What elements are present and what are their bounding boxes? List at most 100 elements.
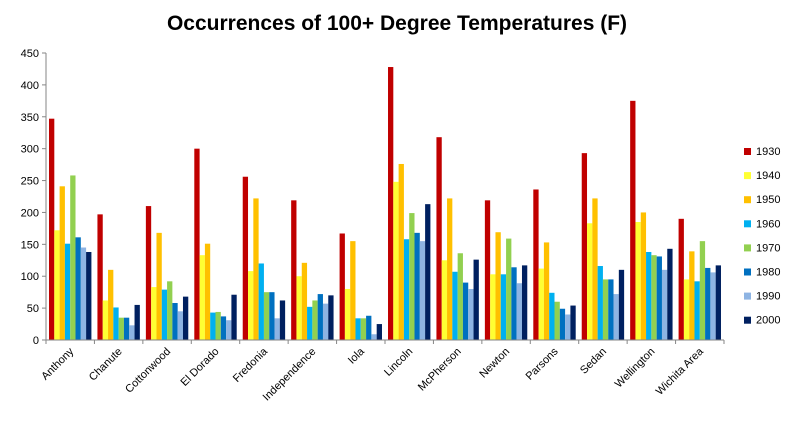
x-tick-label: El Dorado: [179, 346, 222, 389]
y-tick-label: 150: [21, 239, 39, 251]
bar-group: [194, 148, 237, 340]
bar-group: [678, 218, 721, 340]
bar: [393, 181, 399, 340]
legend-swatch: [744, 268, 751, 276]
bar: [592, 198, 598, 340]
bar: [656, 256, 662, 340]
bar: [366, 315, 372, 340]
bar: [457, 253, 463, 340]
bar: [301, 262, 308, 340]
bar: [630, 100, 636, 340]
legend-item: 1990: [744, 291, 780, 303]
legend-label: 1970: [756, 242, 780, 254]
bar: [521, 265, 528, 340]
bar: [113, 307, 119, 340]
bar: [468, 288, 474, 340]
legend-item: 1960: [744, 218, 780, 230]
legend-item: 1980: [744, 267, 780, 279]
x-tick-label: Lincoln: [382, 346, 415, 379]
bar: [490, 274, 496, 340]
bar: [102, 300, 109, 340]
bar: [484, 200, 491, 340]
x-tick-label: McPherson: [416, 346, 464, 394]
bar: [172, 303, 178, 340]
bar: [683, 279, 690, 340]
bar-group: [581, 153, 625, 340]
bar: [97, 214, 103, 340]
x-tick-label: Chanute: [87, 346, 125, 384]
legend-label: 1980: [756, 267, 780, 279]
bar: [581, 153, 588, 340]
legend-label: 1940: [756, 170, 780, 182]
bar: [618, 269, 625, 340]
legend-swatch: [744, 172, 751, 180]
legend-swatch: [744, 220, 751, 228]
x-tick-label: Fredonia: [231, 345, 271, 385]
bar: [500, 274, 507, 340]
bar: [473, 259, 479, 340]
legend-swatch: [744, 244, 751, 252]
bar: [226, 320, 232, 340]
bar: [118, 317, 124, 340]
bar: [715, 265, 721, 340]
bar: [194, 148, 200, 340]
bar: [376, 324, 382, 340]
legend-swatch: [744, 292, 751, 300]
bar: [307, 306, 313, 340]
y-tick-label: 400: [21, 80, 39, 92]
bars: [49, 67, 721, 340]
bar: [312, 300, 318, 340]
bar-group: [436, 137, 479, 340]
legend-item: 1930: [744, 146, 780, 158]
bar: [559, 308, 566, 340]
legend-swatch: [744, 196, 751, 204]
bar: [355, 318, 361, 340]
y-axis: 0 50 100 150 200 250 300 350 400 450: [21, 48, 47, 347]
bar: [204, 243, 211, 340]
x-tick-label: Anthony: [39, 345, 76, 382]
bar: [59, 186, 65, 340]
bar: [447, 198, 453, 340]
y-tick-label: 450: [21, 48, 39, 60]
bar-group: [484, 200, 528, 340]
bar: [328, 295, 334, 340]
x-tick-label: Wichita Area: [654, 345, 707, 398]
legend-swatch: [744, 148, 751, 155]
bar: [123, 317, 130, 340]
bar: [689, 251, 695, 340]
legend-label: 1960: [756, 218, 780, 230]
bar: [339, 233, 345, 340]
bar: [651, 255, 657, 340]
bar-group: [145, 206, 189, 340]
bar: [506, 238, 512, 340]
bar: [549, 292, 555, 340]
bar: [263, 292, 270, 340]
bar: [554, 301, 560, 340]
bar: [167, 281, 173, 340]
bar: [511, 267, 517, 340]
bar: [129, 325, 135, 340]
bar: [694, 281, 700, 340]
bar: [70, 175, 76, 340]
bar: [279, 300, 286, 340]
bar: [220, 316, 227, 340]
legend-label: 1990: [756, 291, 780, 303]
bar: [350, 241, 356, 340]
bar: [587, 223, 593, 340]
x-tick-label: Parsons: [524, 345, 561, 382]
bar: [646, 251, 652, 340]
bar: [533, 189, 539, 340]
x-tick-label: Cottonwood: [123, 346, 173, 396]
bar: [705, 267, 711, 340]
bar: [182, 296, 189, 340]
bar: [565, 314, 571, 340]
y-tick-label: 0: [33, 335, 39, 347]
x-tick-label: Wellington: [613, 346, 658, 391]
legend-item: 1970: [744, 242, 780, 254]
legend-item: 2000: [744, 315, 780, 327]
bar: [419, 241, 426, 340]
y-tick-label: 350: [21, 112, 39, 124]
bar: [597, 266, 603, 340]
bar: [425, 204, 431, 340]
